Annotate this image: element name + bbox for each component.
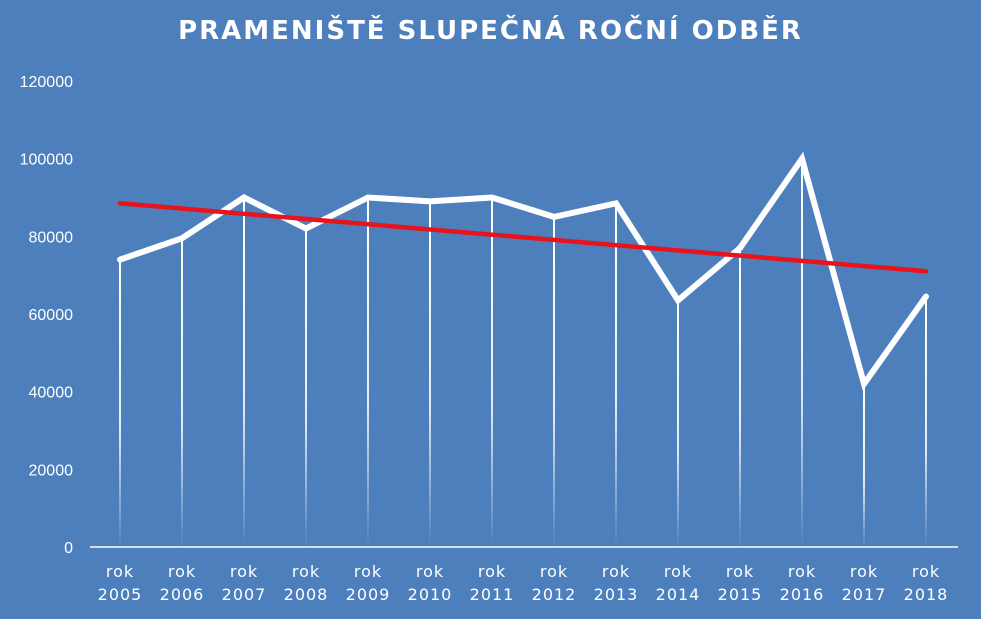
y-tick-label: 120000	[20, 74, 73, 91]
x-tick-label: 2018	[904, 585, 949, 604]
y-tick-label: 60000	[29, 307, 74, 324]
x-tick-label: rok	[540, 562, 568, 581]
y-tick-label: 0	[64, 540, 73, 557]
x-tick-label: 2017	[842, 585, 887, 604]
x-tick-label: rok	[788, 562, 816, 581]
x-tick-label: 2012	[532, 585, 577, 604]
drop-line	[553, 216, 555, 547]
y-tick-label: 100000	[20, 152, 73, 169]
x-tick-label: 2011	[470, 585, 515, 604]
x-axis-ticks: rok 2005 rok 2006 rok 2007 rok 2008 rok 2009 rok 20…	[98, 562, 949, 604]
x-tick-label: rok	[602, 562, 630, 581]
drop-line	[863, 383, 865, 547]
trendline	[117, 201, 929, 274]
x-tick-label: rok	[354, 562, 382, 581]
y-tick-label: 80000	[29, 229, 74, 246]
x-tick-label: 2013	[594, 585, 639, 604]
y-tick-label: 20000	[29, 462, 74, 479]
drop-line	[801, 158, 803, 547]
drop-line	[181, 238, 183, 547]
x-tick-label: rok	[726, 562, 754, 581]
y-tick-label: 40000	[29, 385, 74, 402]
x-tick-label: rok	[416, 562, 444, 581]
drop-line	[367, 197, 369, 547]
drop-lines	[119, 158, 927, 548]
drop-line	[305, 228, 307, 548]
x-tick-label: 2009	[346, 585, 391, 604]
drop-line	[119, 259, 121, 547]
x-tick-label: rok	[292, 562, 320, 581]
x-tick-label: 2007	[222, 585, 267, 604]
x-tick-label: rok	[478, 562, 506, 581]
x-tick-label: rok	[106, 562, 134, 581]
y-axis-ticks: 0 20000 40000 60000 80000 100000 120000	[20, 74, 73, 557]
x-tick-label: rok	[912, 562, 940, 581]
x-tick-label: rok	[664, 562, 692, 581]
chart-title: PRAMENIŠTĚ SLUPEČNÁ ROČNÍ ODBĚR	[178, 16, 803, 46]
drop-line	[615, 203, 617, 547]
drop-line	[739, 247, 741, 547]
series-line	[117, 151, 929, 391]
x-tick-label: rok	[168, 562, 196, 581]
drop-line	[491, 197, 493, 547]
x-tick-label: 2010	[408, 585, 453, 604]
x-tick-label: 2015	[718, 585, 763, 604]
drop-line	[429, 201, 431, 547]
x-tick-label: rok	[850, 562, 878, 581]
x-tick-label: 2014	[656, 585, 701, 604]
drop-line	[243, 197, 245, 547]
x-tick-label: rok	[230, 562, 258, 581]
x-tick-label: 2005	[98, 585, 143, 604]
drop-line	[677, 300, 679, 547]
x-tick-label: 2006	[160, 585, 205, 604]
x-tick-label: 2008	[284, 585, 329, 604]
drop-line	[925, 296, 927, 547]
x-tick-label: 2016	[780, 585, 825, 604]
